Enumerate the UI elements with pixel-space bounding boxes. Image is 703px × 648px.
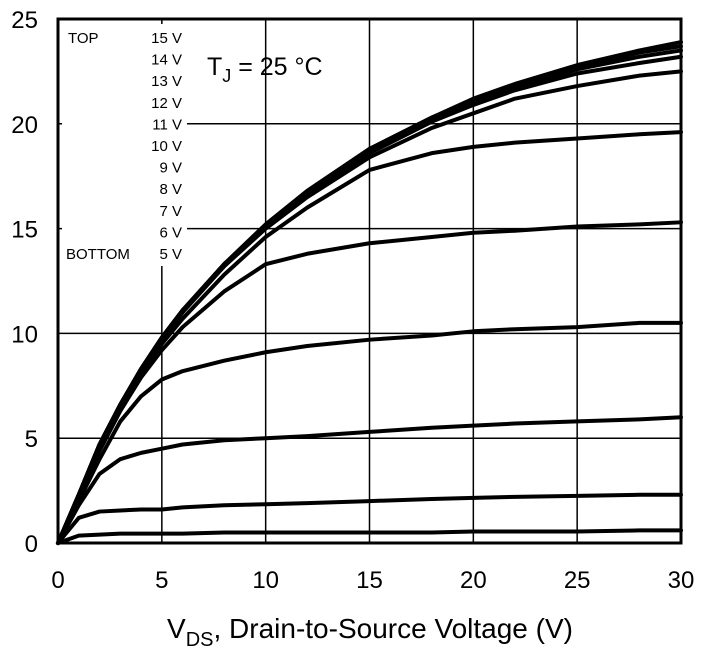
- x-tick-label: 15: [356, 567, 383, 594]
- x-axis-label: VDS, Drain-to-Source Voltage (V): [167, 613, 573, 648]
- annotation-rest: = 25 °C: [231, 53, 322, 81]
- legend-entry: 8 V: [159, 181, 182, 198]
- annotation-main: T: [207, 53, 222, 81]
- y-tick-label: 15: [11, 217, 38, 244]
- legend-entry: 10 V: [151, 138, 182, 155]
- y-tick-label: 20: [11, 112, 38, 139]
- series-line: [56, 220, 683, 545]
- legend-background: [62, 24, 187, 266]
- x-tick-label: 5: [155, 567, 168, 594]
- legend-entry: 12 V: [151, 95, 182, 112]
- legend-entry: 9 V: [159, 160, 182, 177]
- x-tick-label: 20: [460, 567, 487, 594]
- series-line: [56, 492, 683, 545]
- legend-top: TOP: [68, 30, 99, 47]
- x-tick-label: 25: [564, 567, 591, 594]
- x-tick-label: 0: [51, 567, 64, 594]
- annotation: TJ = 25 °C: [207, 53, 323, 86]
- legend-entry: 6 V: [159, 224, 182, 241]
- x-label-main: V: [167, 613, 186, 644]
- legend-entry: 13 V: [151, 73, 182, 90]
- x-tick-label: 30: [668, 567, 695, 594]
- legend-entry: 14 V: [151, 52, 182, 69]
- series-line: [56, 528, 683, 545]
- x-label-rest: , Drain-to-Source Voltage (V): [213, 613, 573, 644]
- x-label-sub: DS: [186, 629, 214, 648]
- legend-entry: 15 V: [151, 30, 182, 47]
- y-tick-label: 25: [11, 7, 38, 34]
- series-line: [56, 320, 683, 545]
- legend-bottom: BOTTOM: [66, 246, 130, 263]
- legend-entry: 11 V: [152, 116, 182, 133]
- legend-entry: 7 V: [159, 203, 182, 220]
- y-tick-label: 0: [25, 531, 38, 558]
- y-tick-label: 5: [25, 426, 38, 453]
- annotation-sub: J: [222, 66, 231, 86]
- y-tick-label: 10: [11, 321, 38, 348]
- legend-entry: 5 V: [159, 246, 182, 263]
- x-tick-label: 10: [252, 567, 279, 594]
- series-line: [56, 415, 683, 545]
- plot-frame: [56, 17, 683, 545]
